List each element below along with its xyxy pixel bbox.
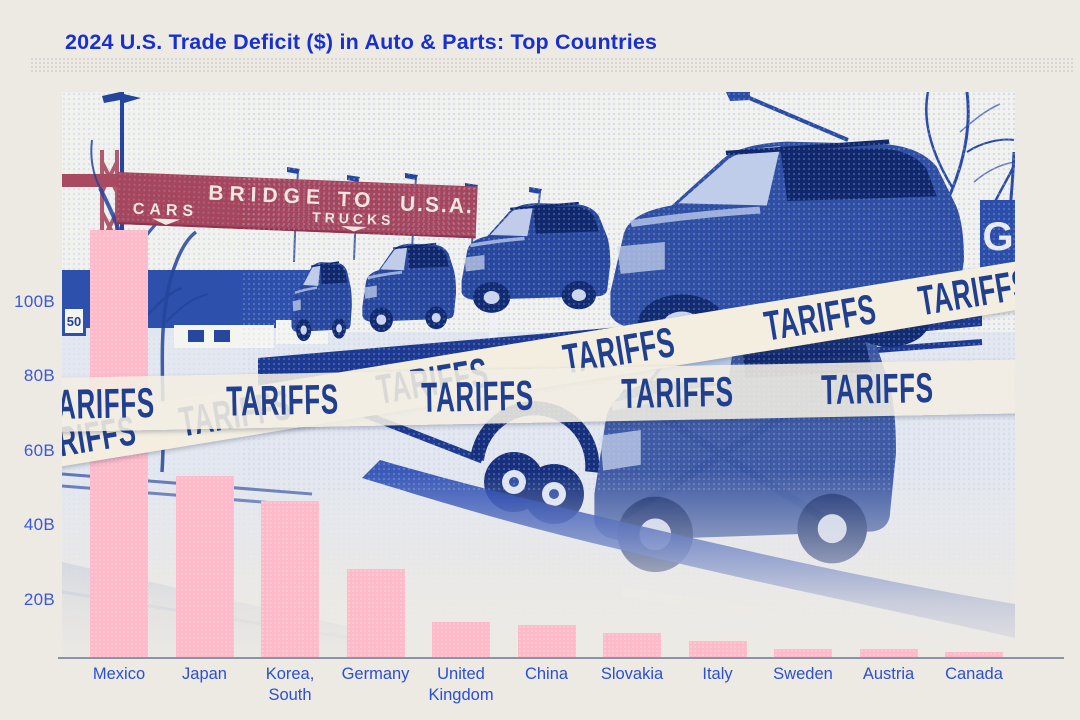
booth-window [188,330,204,342]
y-tick-80b: 80B [23,366,55,385]
x-label-korea-south: Korea, South [265,665,315,705]
bar-canada [945,652,1003,658]
y-tick-60b: 60B [23,440,55,460]
photo-collage: 50 [62,92,1015,658]
booth-window [214,330,230,342]
x-label-united-kingdom: United Kingdom [428,665,494,705]
x-label-japan: Japan [182,665,227,683]
bar-united-kingdom [432,622,490,658]
x-label-slovakia: Slovakia [600,665,664,683]
tariffs-text: TARIFFS [62,378,156,429]
x-axis-line [58,657,1064,659]
x-label-italy: Italy [702,665,733,683]
bar-china [517,625,576,658]
y-tick-20b: 20B [23,589,55,609]
x-label-germany: Germany [341,665,410,683]
bar-germany [346,569,405,658]
bar-austria [859,649,918,658]
x-label-austria: Austria [862,665,915,683]
bar-sweden [774,649,832,658]
bar-italy [688,641,747,658]
banner-cars-text: CARS [133,201,199,221]
tariffs-text: TARIFFS [820,364,935,414]
x-label-mexico: Mexico [92,665,146,683]
tariffs-text: TARIFFS [620,367,735,418]
y-tick-100b: 100B [14,291,55,311]
y-tick-40b: 40B [23,515,55,534]
speed-limit-sign: 50 [62,306,86,336]
bar-japan [175,476,234,658]
page-title: 2024 U.S. Trade Deficit ($) in Auto & Pa… [65,30,658,54]
tariffs-text: TARIFFS [225,375,340,425]
down-arrow-icon [152,218,181,225]
toll-booth-roof [174,316,274,325]
tariffs-text: TARIFFS [420,371,535,421]
x-label-canada: Canada [945,665,1003,683]
street-lamp-left [102,92,141,242]
bar-korea-south [261,501,319,658]
speed-limit-text: 50 [67,314,81,329]
halftone-dust-strip [30,57,1074,72]
bar-chart-layer [62,92,1015,658]
bar-slovakia [603,633,661,658]
x-label-china: China [524,665,569,683]
x-label-sweden: Sweden [773,665,833,683]
